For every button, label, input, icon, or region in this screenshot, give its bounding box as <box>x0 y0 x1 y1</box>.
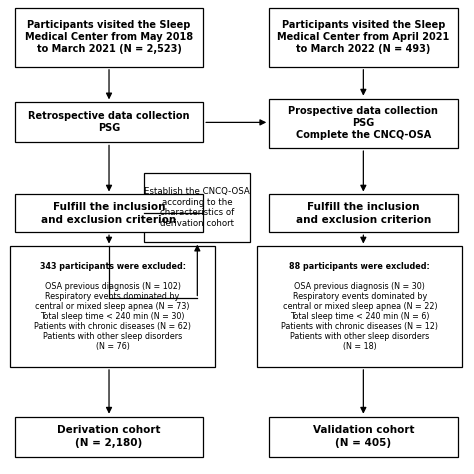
Text: to March 2022 (N = 493): to March 2022 (N = 493) <box>296 45 430 55</box>
Text: OSA previous diagnosis (N = 30): OSA previous diagnosis (N = 30) <box>294 282 425 291</box>
FancyBboxPatch shape <box>269 194 457 232</box>
Text: Fulfill the inclusion: Fulfill the inclusion <box>307 202 419 212</box>
Text: PSG: PSG <box>98 123 120 134</box>
Text: (N = 405): (N = 405) <box>335 438 392 448</box>
FancyBboxPatch shape <box>269 417 457 457</box>
FancyBboxPatch shape <box>15 8 203 67</box>
Text: Total sleep time < 240 min (N = 6): Total sleep time < 240 min (N = 6) <box>290 312 429 321</box>
Text: 88 participants were excluded:: 88 participants were excluded: <box>290 262 430 271</box>
Text: PSG: PSG <box>352 118 374 128</box>
Text: derivation cohort: derivation cohort <box>160 219 234 228</box>
Text: Patients with chronic diseases (N = 12): Patients with chronic diseases (N = 12) <box>281 322 438 331</box>
Text: Total sleep time < 240 min (N = 30): Total sleep time < 240 min (N = 30) <box>40 312 185 321</box>
Text: Patients with other sleep disorders: Patients with other sleep disorders <box>290 332 429 341</box>
FancyBboxPatch shape <box>15 102 203 143</box>
Text: to March 2021 (N = 2,523): to March 2021 (N = 2,523) <box>36 45 182 55</box>
Text: and exclusion criterion: and exclusion criterion <box>296 215 431 225</box>
Text: characteristics of: characteristics of <box>160 209 235 217</box>
FancyBboxPatch shape <box>269 8 457 67</box>
Text: and exclusion criterion: and exclusion criterion <box>41 215 177 225</box>
Text: Participants visited the Sleep: Participants visited the Sleep <box>27 20 191 30</box>
Text: (N = 18): (N = 18) <box>343 342 377 351</box>
Text: Complete the CNCQ-OSA: Complete the CNCQ-OSA <box>296 130 431 140</box>
FancyBboxPatch shape <box>15 194 203 232</box>
Text: OSA previous diagnosis (N = 102): OSA previous diagnosis (N = 102) <box>45 282 181 291</box>
FancyBboxPatch shape <box>15 417 203 457</box>
Text: according to the: according to the <box>162 198 233 207</box>
Text: Establish the CNCQ-OSA: Establish the CNCQ-OSA <box>145 187 250 196</box>
Text: (N = 76): (N = 76) <box>96 342 129 351</box>
Text: Medical Center from May 2018: Medical Center from May 2018 <box>25 32 193 42</box>
Text: Fulfill the inclusion: Fulfill the inclusion <box>53 202 165 212</box>
Text: Participants visited the Sleep: Participants visited the Sleep <box>282 20 445 30</box>
Text: Validation cohort: Validation cohort <box>312 425 414 435</box>
Text: 343 participants were excluded:: 343 participants were excluded: <box>39 262 185 271</box>
FancyBboxPatch shape <box>269 99 457 148</box>
Text: Respiratory events dominated by: Respiratory events dominated by <box>46 292 180 301</box>
Text: Medical Center from April 2021: Medical Center from April 2021 <box>277 32 449 42</box>
Text: (N = 2,180): (N = 2,180) <box>75 438 143 448</box>
Text: Respiratory events dominated by: Respiratory events dominated by <box>292 292 427 301</box>
Text: Derivation cohort: Derivation cohort <box>57 425 161 435</box>
FancyBboxPatch shape <box>257 246 462 367</box>
FancyBboxPatch shape <box>10 246 215 367</box>
Text: Patients with other sleep disorders: Patients with other sleep disorders <box>43 332 182 341</box>
FancyBboxPatch shape <box>145 173 250 242</box>
Text: central or mixed sleep apnea (N = 22): central or mixed sleep apnea (N = 22) <box>283 302 437 311</box>
Text: Retrospective data collection: Retrospective data collection <box>28 111 190 121</box>
Text: Patients with chronic diseases (N = 62): Patients with chronic diseases (N = 62) <box>34 322 191 331</box>
Text: Prospective data collection: Prospective data collection <box>288 106 438 116</box>
Text: central or mixed sleep apnea (N = 73): central or mixed sleep apnea (N = 73) <box>35 302 190 311</box>
